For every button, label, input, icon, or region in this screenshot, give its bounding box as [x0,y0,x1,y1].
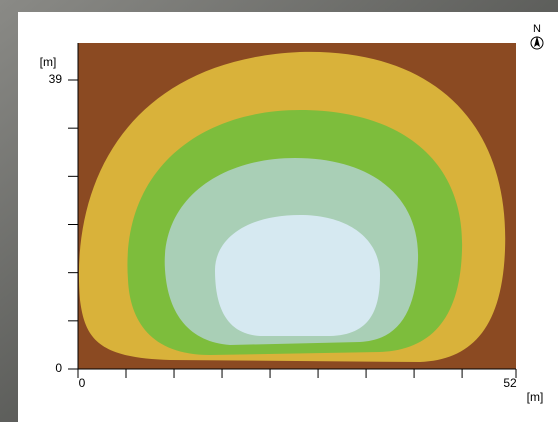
y-tick-label: 0 [55,361,62,375]
y-axis-label: [m] [40,55,57,69]
north-arrow: N [530,23,544,50]
y-tick-label: 39 [49,72,63,86]
zone-center [215,215,380,336]
north-needle [534,36,540,47]
plot [78,43,516,369]
north-label: N [533,23,541,35]
x-tick-label: 0 [79,376,86,390]
x-tick-label: 52 [503,376,517,390]
x-axis-label: [m] [527,390,544,404]
